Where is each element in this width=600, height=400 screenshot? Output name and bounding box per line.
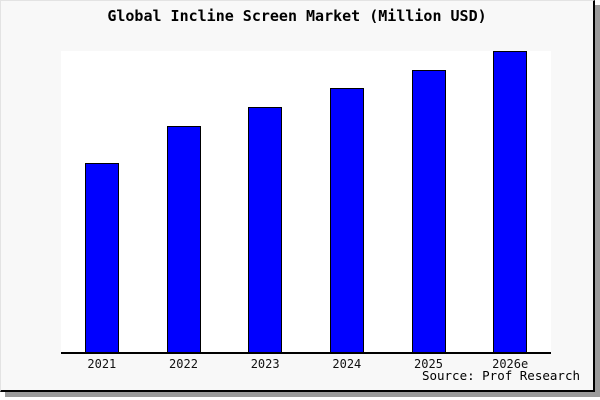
- x-tick-label-2021: 2021: [87, 357, 117, 371]
- x-tick-label-2026e: 2026e: [492, 357, 529, 371]
- x-tick-label-2022: 2022: [169, 357, 198, 371]
- bar-2023: [248, 107, 283, 352]
- x-tick-label-2024: 2024: [332, 357, 362, 371]
- bar-2024: [329, 88, 364, 352]
- bar-2026e: [493, 51, 528, 352]
- source-note: Source: Prof Research: [421, 368, 580, 383]
- bar-2025: [411, 70, 446, 352]
- bar-2021: [84, 163, 119, 352]
- x-tick-label-2023: 2023: [250, 357, 280, 371]
- x-axis-labels: 2021 2022 2023 2024 2025 2026e: [61, 357, 551, 371]
- x-tick-label-2025: 2025: [414, 357, 443, 371]
- bar-2022: [166, 126, 201, 352]
- chart-card: Global Incline Screen Market (Million US…: [0, 0, 595, 392]
- plot-area: [61, 51, 551, 354]
- chart-title: Global Incline Screen Market (Million US…: [107, 7, 487, 25]
